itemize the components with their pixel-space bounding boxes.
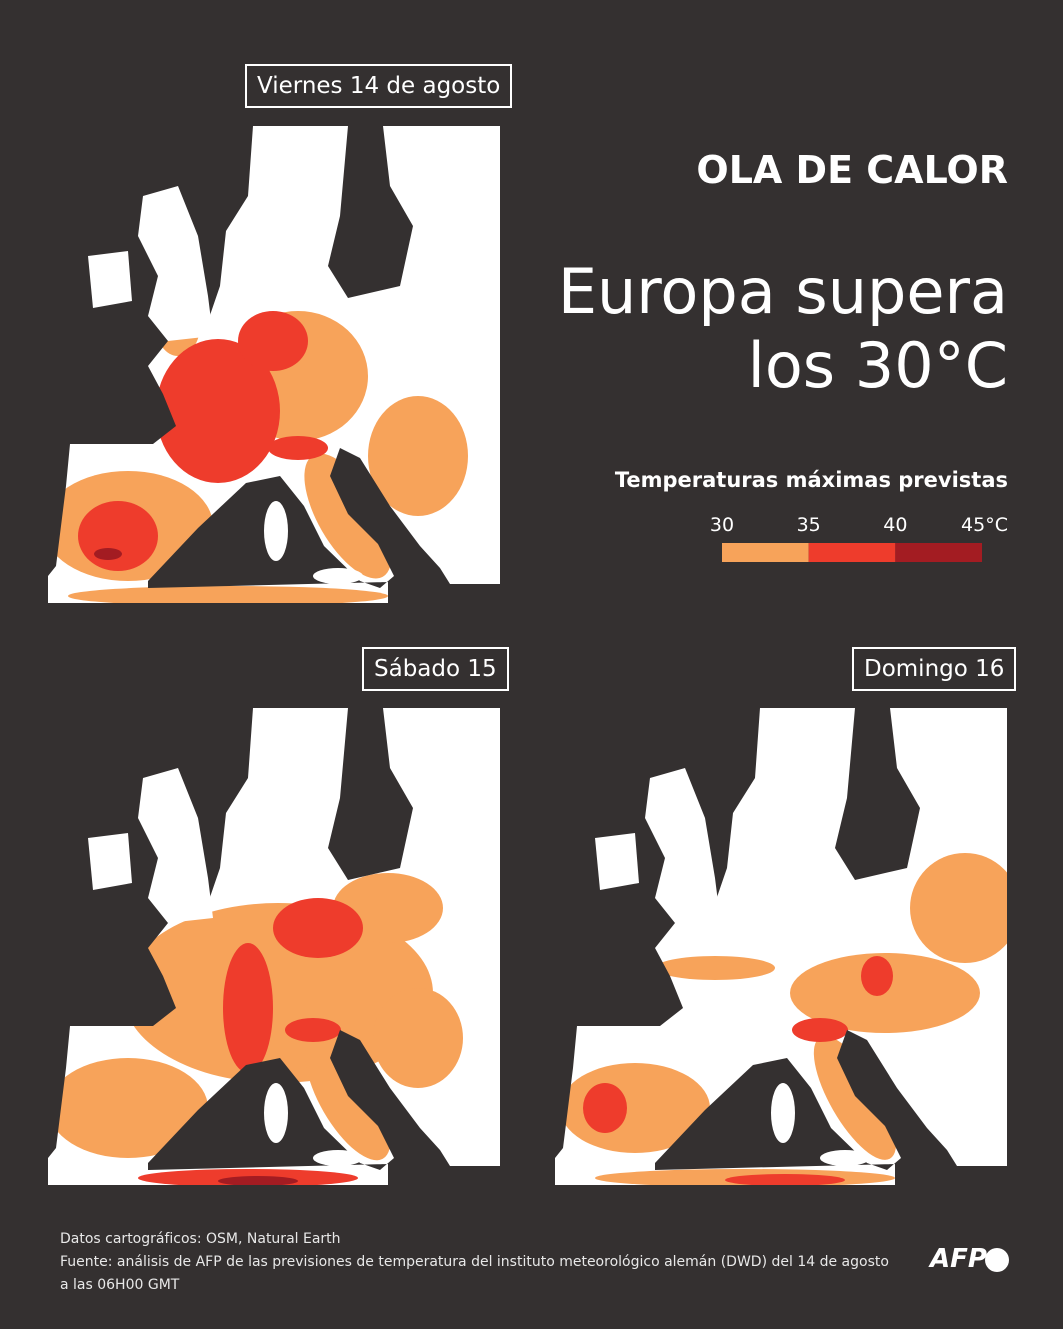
panel-label: Sábado 15 (362, 647, 509, 691)
heat-area (861, 956, 893, 996)
panel-label: Viernes 14 de agosto (245, 64, 513, 108)
footer: Datos cartográficos: OSM, Natural Earth … (60, 1228, 889, 1297)
legend-title: Temperaturas máximas previstas (614, 468, 1008, 492)
heat-area (156, 339, 280, 483)
heat-area (94, 548, 122, 560)
map (555, 708, 1007, 1185)
footer-line: Fuente: análisis de AFP de las prevision… (60, 1254, 889, 1270)
legend-swatch (722, 543, 809, 562)
heat-area (368, 396, 468, 516)
heat-area (218, 1176, 298, 1185)
heat-area (238, 311, 308, 371)
heat-area (78, 501, 158, 571)
heat-area (223, 943, 273, 1073)
legend-tick-label: 40 (883, 514, 907, 536)
heat-area (273, 898, 363, 958)
legend-tick-label: 30 (710, 514, 734, 536)
heat-area (373, 988, 463, 1088)
heat-area (583, 1083, 627, 1133)
legend-tick-label: 35 (797, 514, 821, 536)
heat-area (68, 586, 388, 603)
heat (560, 853, 1007, 1185)
map (48, 126, 500, 603)
legend-swatch (895, 543, 982, 562)
heat-area (285, 1018, 341, 1042)
heat-area (304, 453, 392, 579)
heat-area (792, 1018, 848, 1042)
title: Europa supera los 30°C (558, 255, 1008, 403)
title-line: Europa supera (557, 255, 1008, 328)
heat-area (655, 956, 775, 980)
logo: AFP (930, 1244, 987, 1274)
heat (48, 296, 468, 603)
logo-dot (985, 1248, 1009, 1272)
legend-swatch (808, 543, 896, 562)
kicker: OLA DE CALOR (696, 148, 1008, 192)
heat-area (48, 1058, 208, 1158)
heat-area (305, 1035, 391, 1161)
legend-tick-label: 45°C (961, 514, 1008, 536)
heat-area (910, 853, 1007, 963)
legend: 30 35 40 45°C (710, 514, 1008, 562)
heat-area (725, 1174, 845, 1185)
map (48, 708, 500, 1185)
footer-line: Datos cartográficos: OSM, Natural Earth (60, 1231, 341, 1247)
title-line: los 30°C (747, 329, 1008, 402)
heat-area (813, 1036, 897, 1160)
footer-line: a las 06H00 GMT (60, 1277, 180, 1293)
heat-area (268, 436, 328, 460)
panel-label: Domingo 16 (852, 647, 1017, 691)
